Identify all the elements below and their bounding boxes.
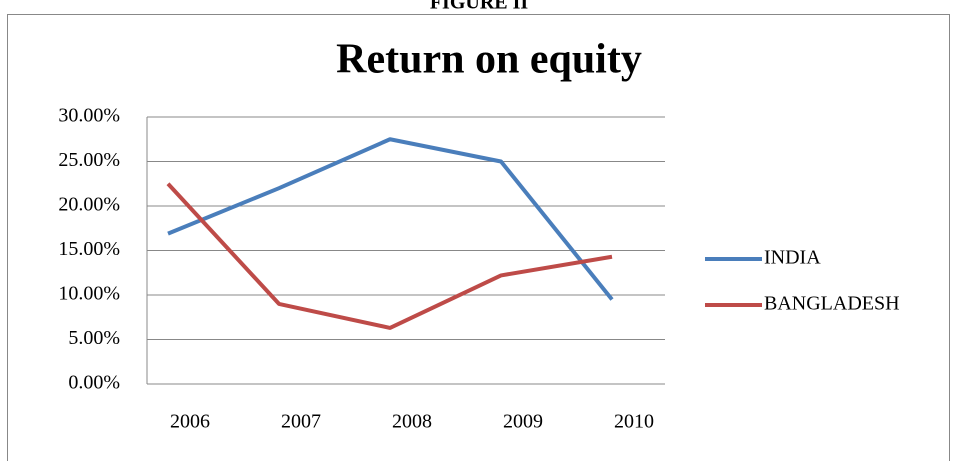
series-line (166, 182, 613, 330)
figure-header: FIGURE II (430, 0, 529, 14)
x-tick-label: 2009 (503, 411, 543, 433)
y-tick-label: 30.00% (58, 105, 120, 127)
chart-frame (7, 14, 950, 461)
x-tick-label: 2006 (170, 411, 210, 433)
y-tick-label: 10.00% (58, 283, 120, 305)
y-tick-label: 5.00% (68, 327, 120, 349)
x-tick-label: 2010 (614, 411, 654, 433)
y-tick-label: 15.00% (58, 238, 120, 260)
y-tick-label: 0.00% (68, 372, 120, 394)
chart-title: Return on equity (336, 37, 642, 83)
legend-label: INDIA (764, 247, 821, 269)
x-tick-label: 2007 (281, 411, 321, 433)
x-tick-label: 2008 (392, 411, 432, 433)
y-tick-label: 20.00% (58, 194, 120, 216)
series-line (167, 137, 614, 301)
y-tick-label: 25.00% (58, 149, 120, 171)
legend-label: BANGLADESH (764, 293, 900, 315)
